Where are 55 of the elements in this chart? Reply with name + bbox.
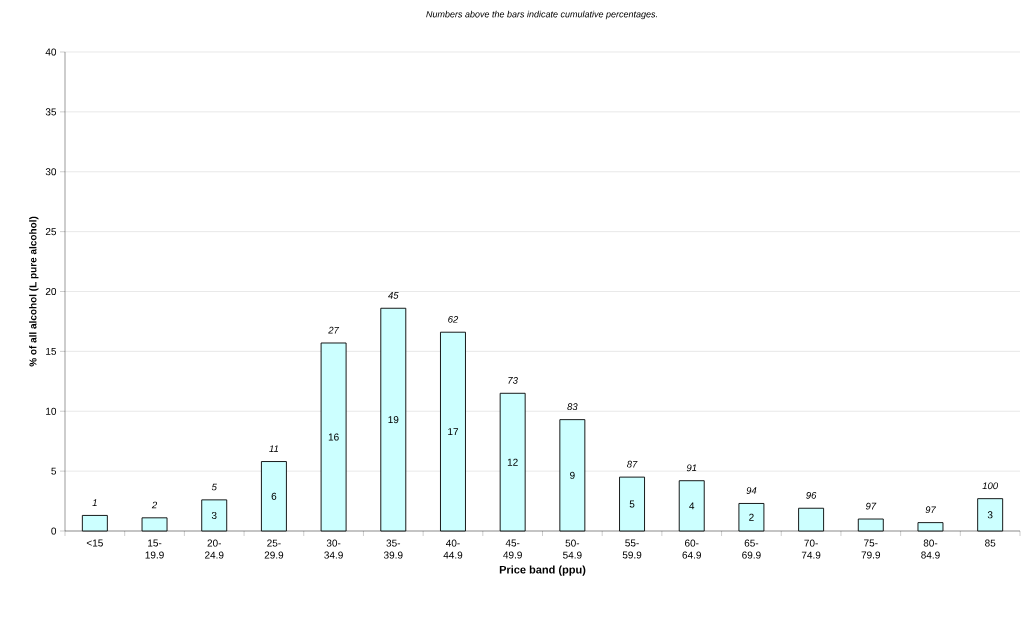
x-tick-label: 20-24.9 — [204, 539, 224, 559]
annotation: 87 — [627, 460, 638, 468]
x-tick-label: 30-34.9 — [324, 539, 343, 559]
data-label: 9 — [570, 471, 575, 479]
x-tick-label: 35-39.9 — [383, 539, 403, 559]
x-tick-label: <15 — [86, 539, 103, 547]
y-tick-label: 20 — [45, 287, 57, 296]
data-label: 19 — [388, 416, 399, 424]
annotation: 73 — [508, 377, 518, 384]
x-tick-label: 40-44.9 — [443, 539, 463, 559]
annotation: 27 — [328, 326, 340, 334]
y-axis-title: % of all alcohol (L pure alcohol) — [29, 216, 39, 367]
y-tick-label: 5 — [51, 467, 57, 475]
annotation: 83 — [567, 403, 578, 411]
annotation: 2 — [151, 501, 158, 509]
annotation: 1 — [92, 499, 97, 506]
x-tick-label: 25-29.9 — [264, 539, 284, 559]
y-tick-label: 35 — [45, 108, 57, 116]
annotation: 5 — [211, 483, 217, 491]
y-tick-label: 25 — [45, 228, 57, 236]
annotation: 11 — [269, 445, 279, 453]
x-tick-label: 45-49.9 — [503, 539, 522, 559]
data-label: 16 — [328, 433, 339, 441]
y-tick-label: 15 — [46, 347, 57, 355]
annotation: 97 — [925, 506, 937, 514]
x-axis-title: Price band (ppu) — [499, 565, 586, 576]
data-label: 3 — [211, 511, 217, 519]
x-tick-label: 85 — [985, 539, 996, 547]
x-tick-label: 65-69.9 — [742, 539, 761, 559]
x-tick-label: 70-74.9 — [801, 539, 821, 559]
y-tick-label: 40 — [45, 48, 57, 56]
annotation: 97 — [865, 502, 877, 510]
data-label: 5 — [629, 500, 635, 508]
data-label: 2 — [749, 513, 754, 521]
data-label: 6 — [271, 492, 277, 500]
annotation: 91 — [686, 464, 697, 472]
x-tick-label: 75-79.9 — [861, 539, 881, 559]
annotation: 94 — [746, 487, 757, 494]
chart-title: Numbers above the bars indicate cumulative percentages. — [426, 10, 657, 20]
x-tick-label: 60-64.9 — [682, 539, 701, 559]
annotation: 45 — [388, 292, 399, 299]
x-tick-label: 80-84.9 — [921, 539, 940, 559]
annotation: 62 — [448, 315, 459, 323]
data-label: 12 — [507, 458, 518, 466]
x-tick-label: 55-59.9 — [622, 539, 642, 559]
annotation: 100 — [982, 482, 999, 490]
annotation: 96 — [806, 491, 817, 499]
data-label: 4 — [689, 502, 695, 510]
x-tick-label: 50-54.9 — [563, 539, 582, 559]
x-tick-label: 15-19.9 — [145, 539, 164, 559]
data-label: 17 — [448, 428, 459, 436]
y-tick-label: 0 — [51, 527, 57, 535]
data-label: 3 — [987, 511, 993, 519]
y-tick-label: 30 — [45, 168, 57, 176]
y-tick-label: 10 — [46, 407, 57, 415]
